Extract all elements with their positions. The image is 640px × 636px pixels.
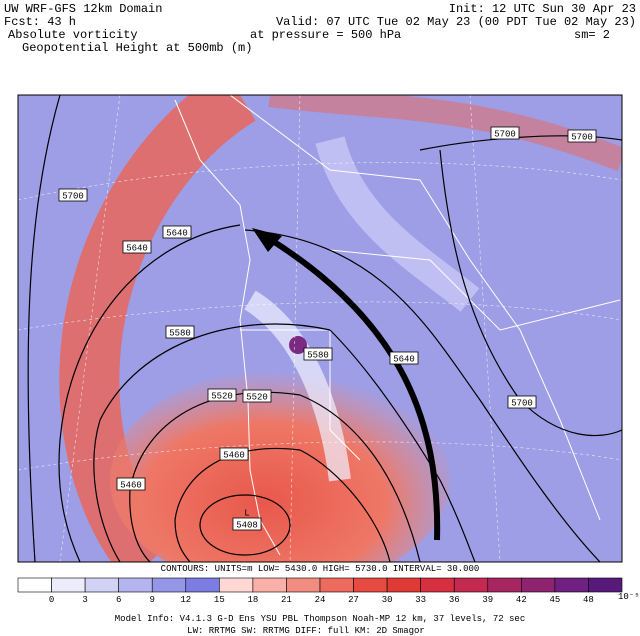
colorbar-swatch (252, 577, 287, 593)
contour-label: 5700 (571, 133, 593, 143)
colorbar-tick-label: 6 (116, 595, 121, 605)
contour-label: 5700 (511, 399, 533, 409)
contour-label: 5640 (126, 244, 148, 254)
colorbar-swatch (17, 577, 52, 593)
vorticity-core (110, 370, 450, 562)
contour-label: L (244, 509, 249, 519)
colorbar-swatch (588, 577, 623, 593)
colorbar-swatch (353, 577, 388, 593)
graticule (18, 95, 622, 562)
colorbar-swatch (487, 577, 522, 593)
contour-label-box (567, 129, 597, 143)
colorbar-tick-label: 48 (583, 595, 594, 605)
colorbar-tick-label: 42 (516, 595, 527, 605)
colorbar-units: 10⁻⁵ s⁻¹ (618, 592, 640, 602)
colorbar-swatch (51, 577, 86, 593)
low-vorticity-streak (244, 290, 351, 482)
colorbar-swatch (453, 577, 489, 593)
valid-time: Valid: 07 UTC Tue 02 May 23 (00 PDT Tue … (276, 15, 636, 29)
contour-label: 5700 (62, 192, 84, 202)
contour-info: CONTOURS: UNITS=m LOW= 5430.0 HIGH= 5730… (161, 564, 480, 574)
colorbar-tick-label: 9 (150, 595, 155, 605)
contour-label: 5520 (246, 393, 268, 403)
map-frame (17, 94, 623, 563)
colorbar-swatch (118, 577, 153, 593)
contour-label-box (116, 477, 146, 491)
colorbar-tick-label: 3 (82, 595, 87, 605)
contour-label: 5460 (223, 451, 245, 461)
pressure-level: at pressure = 500 hPa (250, 28, 401, 42)
colorbar: 0 3 6 9 12 15 18 21 24 27 30 33 36 39 42 45 48 (17, 577, 623, 605)
vorticity-max (289, 336, 307, 354)
colorbar-tick-label: 12 (180, 595, 191, 605)
colorbar-swatch (151, 577, 187, 593)
colorbar-swatch (319, 577, 354, 593)
contour-label-box (490, 126, 520, 140)
colorbar-swatch (219, 577, 254, 593)
model-info: Model Info: V4.1.3 G-D Ens YSU PBL Thomp… (115, 614, 525, 624)
flow-arrow-head (252, 228, 282, 252)
contour-label: 5640 (393, 355, 415, 365)
contour-label-box (242, 389, 272, 403)
title: UW WRF-GFS 12km Domain (4, 2, 162, 16)
colorbar-tick-label: 18 (247, 595, 258, 605)
colorbar-tick-label: 21 (281, 595, 292, 605)
physics-info: LW: RRTMG SW: RRTMG DIFF: full KM: 2D Sm… (187, 626, 425, 636)
colorbar-swatch (521, 577, 556, 593)
contour-label: 5640 (166, 229, 188, 239)
contour-label-box (165, 325, 195, 339)
contour-label: 5580 (307, 351, 329, 361)
colorbar-swatch (84, 577, 119, 593)
colorbar-tick-label: 27 (348, 595, 359, 605)
vorticity-band (268, 95, 622, 172)
flow-arrow (266, 235, 441, 541)
contour-label-box (122, 240, 152, 254)
vorticity-band (59, 95, 257, 562)
contour-label: 5520 (211, 392, 233, 402)
colorbar-tick-label: 24 (315, 595, 326, 605)
colorbar-swatch (420, 577, 455, 593)
colorbar-swatch (286, 577, 321, 593)
contour-label-box (207, 388, 237, 402)
smoothing: sm= 2 (574, 28, 610, 42)
contour-label: 5460 (120, 481, 142, 491)
colorbar-tick-label: 36 (449, 595, 460, 605)
init-time: Init: 12 UTC Sun 30 Apr 23 (449, 2, 636, 16)
contour-field: Geopotential Height at 500mb (m) (22, 41, 252, 55)
colorbar-tick-label: 30 (382, 595, 393, 605)
contour-label-box (58, 188, 88, 202)
contour-label-box (232, 517, 262, 531)
colorbar-swatch (386, 577, 421, 593)
contour-label-box (162, 225, 192, 239)
contour-label-box (303, 347, 333, 361)
colorbar-tick-label: 39 (482, 595, 493, 605)
colorbar-tick-label: 15 (214, 595, 225, 605)
colorbar-tick-label: 45 (549, 595, 560, 605)
coastlines (174, 95, 621, 556)
contour-label-box (219, 447, 249, 461)
contour-label: 5408 (236, 521, 258, 531)
contour-label: 5580 (169, 329, 191, 339)
contour-label-box (389, 351, 419, 365)
field-name: Absolute vorticity (8, 28, 138, 42)
colorbar-swatch (185, 577, 220, 593)
colorbar-swatch (554, 577, 589, 593)
colorbar-tick-label: 0 (49, 595, 54, 605)
contour-label-box (507, 395, 537, 409)
low-vorticity-streak (315, 135, 480, 312)
colorbar-tick-label: 33 (415, 595, 426, 605)
contour-label: 5700 (494, 130, 516, 140)
forecast-hour: Fcst: 43 h (4, 15, 76, 29)
map: 5700 5700 5700 5640 5640 5640 5580 5580 5520 5520… (18, 95, 622, 562)
